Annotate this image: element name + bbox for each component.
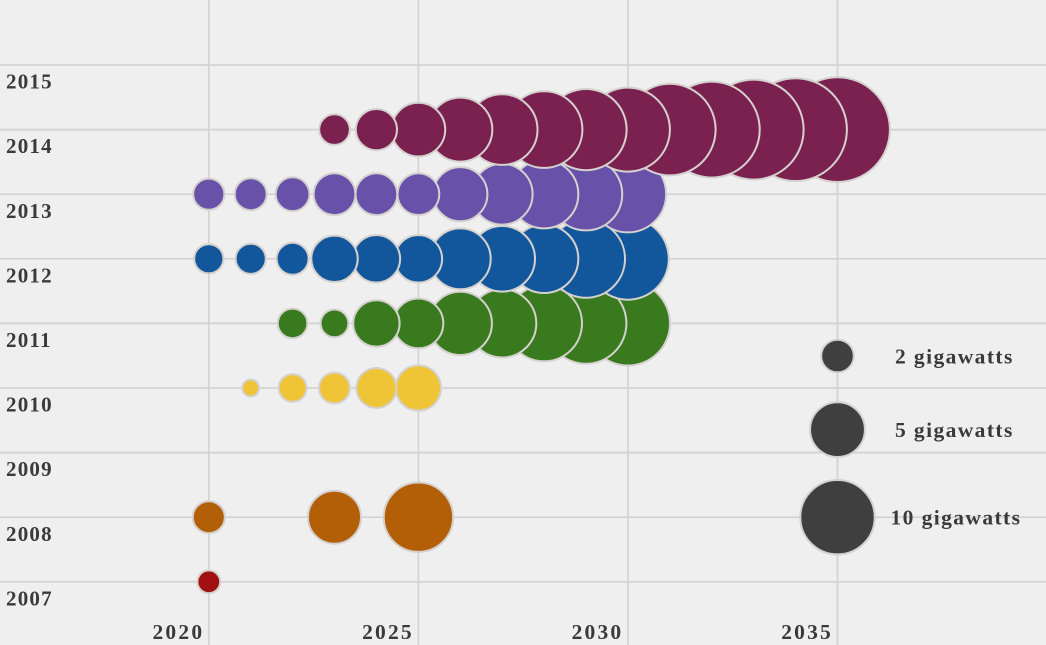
svg-text:2014: 2014 [6, 134, 53, 158]
svg-text:2020: 2020 [152, 620, 204, 644]
svg-text:2030: 2030 [572, 620, 624, 644]
svg-text:10 gigawatts: 10 gigawatts [891, 506, 1022, 530]
svg-text:2025: 2025 [362, 620, 414, 644]
svg-text:2015: 2015 [6, 70, 53, 94]
svg-text:2013: 2013 [6, 199, 53, 223]
svg-text:2012: 2012 [6, 263, 53, 287]
svg-text:2010: 2010 [6, 393, 53, 417]
svg-text:5 gigawatts: 5 gigawatts [895, 418, 1014, 442]
svg-text:2008: 2008 [6, 522, 53, 546]
svg-text:2009: 2009 [6, 457, 53, 481]
svg-text:2 gigawatts: 2 gigawatts [895, 345, 1014, 369]
svg-text:2007: 2007 [6, 586, 53, 610]
svg-text:2011: 2011 [6, 328, 52, 352]
svg-text:2035: 2035 [781, 620, 833, 644]
